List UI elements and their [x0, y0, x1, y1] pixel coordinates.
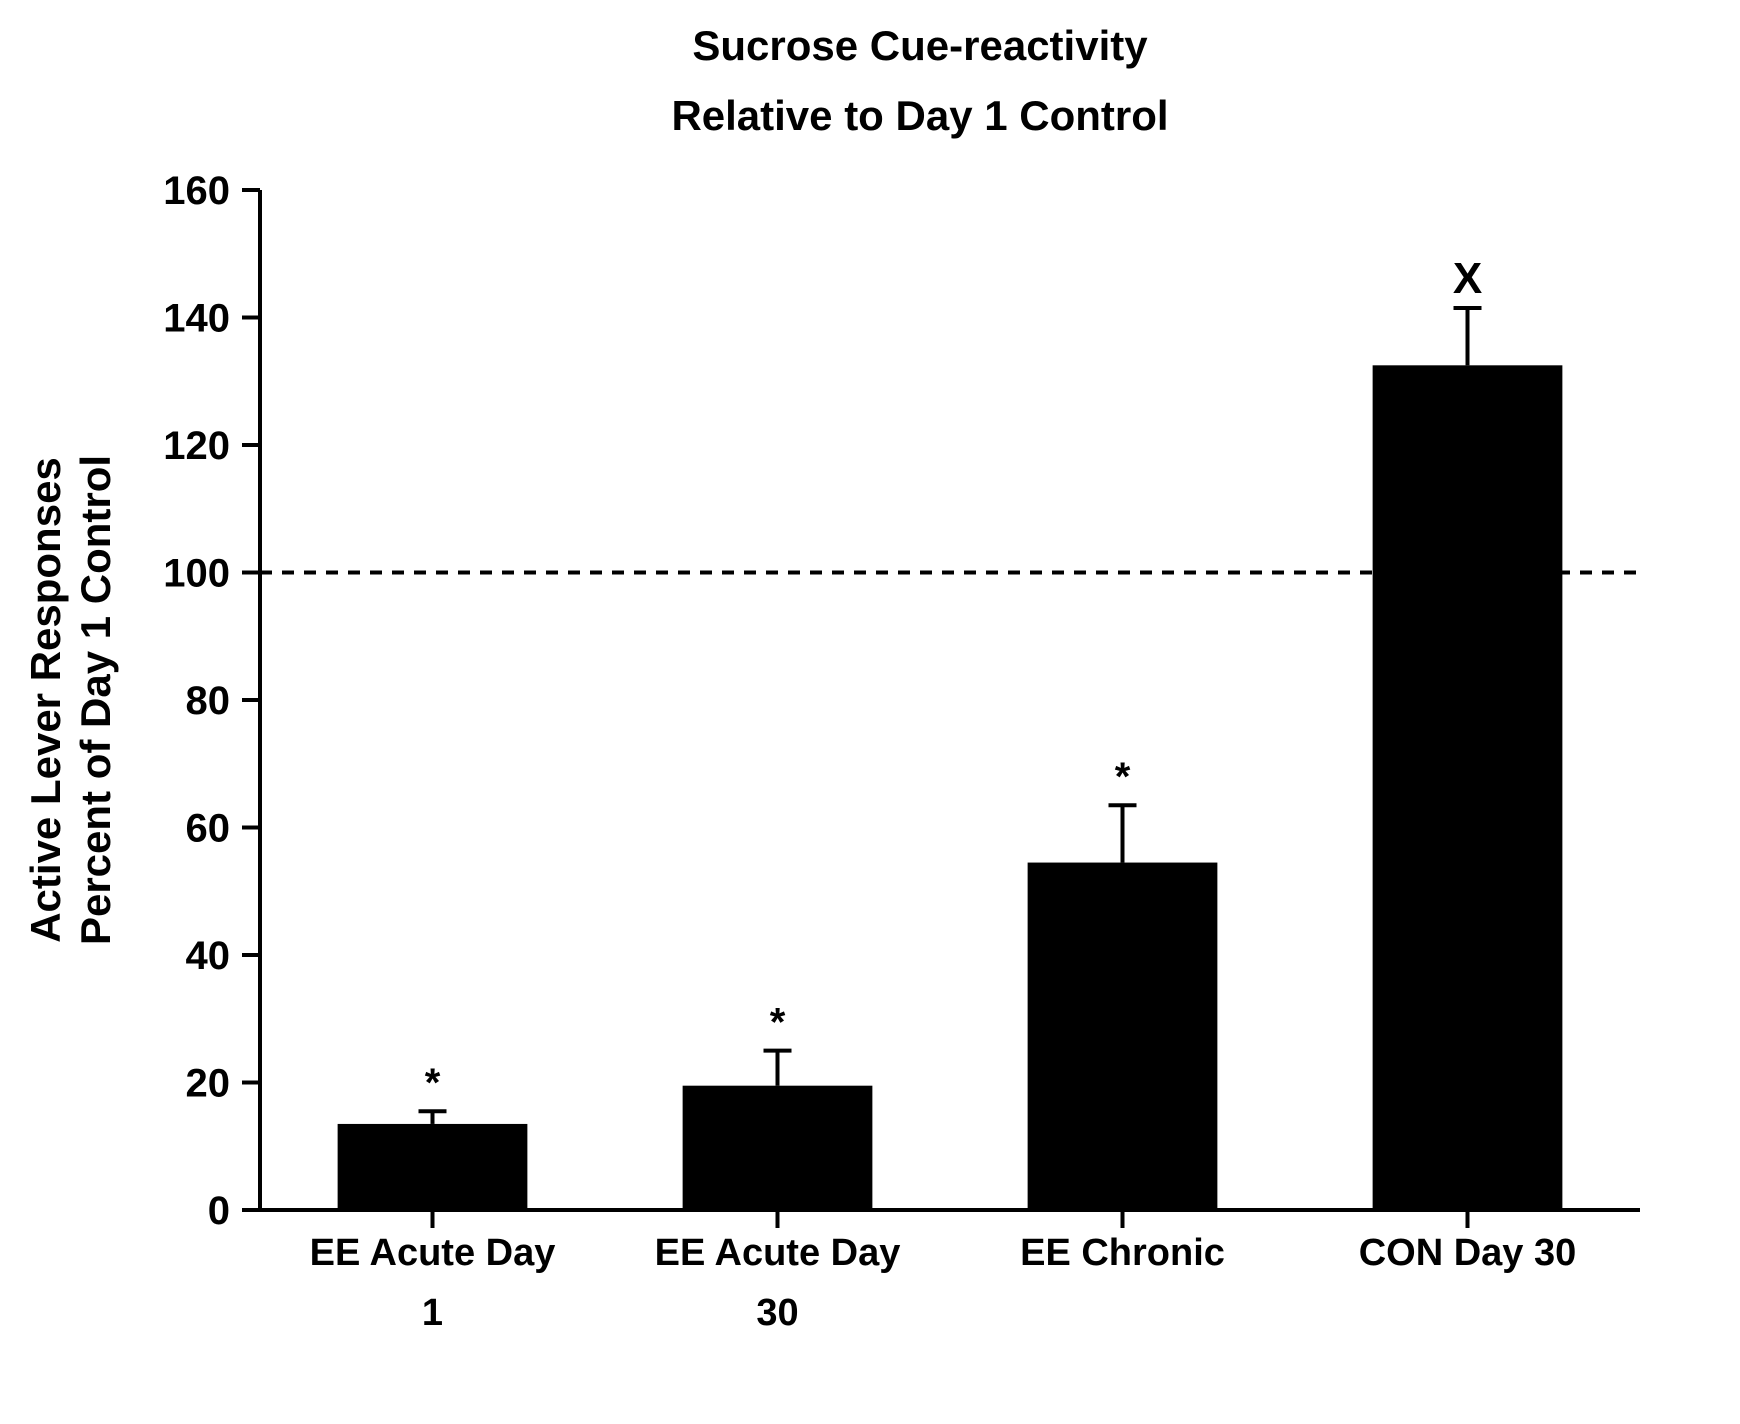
bar	[1028, 863, 1218, 1210]
y-tick-label: 0	[208, 1189, 230, 1233]
y-tick-label: 20	[186, 1062, 231, 1106]
bar-annotation: *	[1115, 755, 1131, 799]
y-tick-label: 120	[163, 424, 230, 468]
bar-annotation: *	[770, 1001, 786, 1045]
bar-annotation: *	[425, 1061, 441, 1105]
x-category-label-line2: 30	[756, 1292, 798, 1334]
x-category-label-line2: 1	[422, 1292, 443, 1334]
y-tick-label: 140	[163, 297, 230, 341]
bar	[1373, 365, 1563, 1210]
bar-annotation: X	[1453, 254, 1482, 303]
x-category-label: EE Acute Day	[310, 1232, 556, 1274]
x-category-label: EE Acute Day	[655, 1232, 901, 1274]
bar-chart: Sucrose Cue-reactivity Relative to Day 1 …	[0, 0, 1740, 1424]
chart-title-line2: Relative to Day 1 Control	[671, 92, 1168, 139]
bar	[338, 1124, 528, 1210]
svg-text:Active Lever Responses: Active Lever Responses	[22, 457, 69, 943]
y-tick-label: 60	[186, 807, 231, 851]
bar	[683, 1086, 873, 1210]
x-category-label: EE Chronic	[1020, 1232, 1225, 1274]
y-tick-label: 160	[163, 169, 230, 213]
y-tick-label: 80	[186, 679, 231, 723]
y-axis-label: Active Lever ResponsesPercent of Day 1 C…	[22, 455, 119, 945]
y-tick-label: 100	[163, 552, 230, 596]
figure-container: Sucrose Cue-reactivity Relative to Day 1 …	[0, 0, 1740, 1424]
x-category-label: CON Day 30	[1359, 1232, 1577, 1274]
svg-text:Percent of Day 1 Control: Percent of Day 1 Control	[72, 455, 119, 945]
chart-title-line1: Sucrose Cue-reactivity	[692, 22, 1148, 69]
y-tick-label: 40	[186, 934, 231, 978]
